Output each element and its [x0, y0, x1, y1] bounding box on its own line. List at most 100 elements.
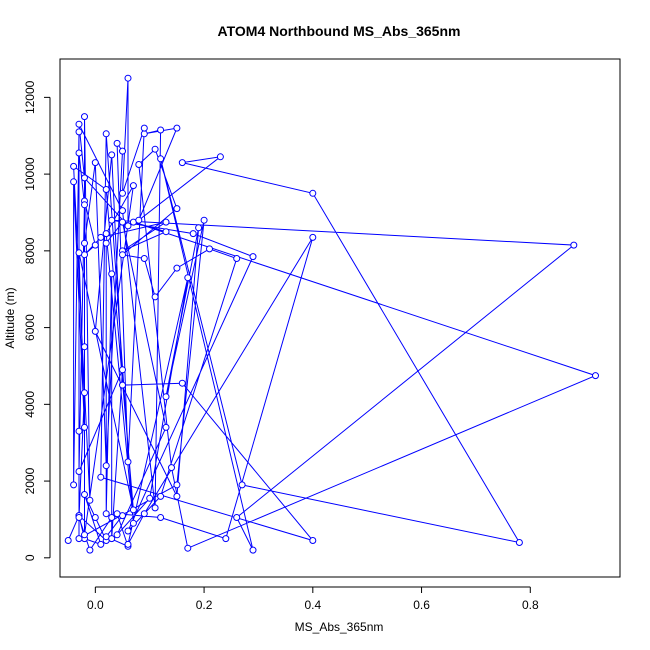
x-axis: 0.0 0.2 0.4 0.6 0.8: [87, 586, 539, 612]
data-point: [157, 155, 165, 163]
data-point: [157, 492, 165, 500]
data-point: [91, 514, 99, 521]
data-point: [75, 514, 83, 521]
data-point: [135, 161, 143, 168]
data-point: [129, 506, 137, 514]
data-point: [151, 293, 159, 301]
data-point: [135, 216, 143, 224]
data-point: [81, 491, 88, 498]
y-tick-label: 10000: [23, 157, 37, 191]
data-point: [97, 473, 105, 481]
data-point: [140, 124, 148, 132]
data-point: [81, 113, 88, 121]
data-point: [75, 427, 83, 435]
data-point: [129, 182, 137, 190]
data-point: [238, 481, 246, 489]
data-point: [124, 540, 132, 548]
y-tick-label: 0: [23, 554, 37, 561]
data-point: [75, 120, 83, 128]
data-point: [102, 230, 110, 238]
y-tick-label: 6000: [23, 314, 37, 341]
data-point: [108, 216, 116, 224]
data-point: [178, 379, 186, 387]
x-axis-label: MS_Abs_365nm: [295, 620, 384, 634]
data-point: [146, 494, 154, 502]
data-point: [189, 230, 197, 238]
data-point: [75, 149, 83, 157]
data-point: [102, 186, 110, 193]
data-point: [119, 251, 126, 259]
data-point: [119, 207, 126, 215]
data-point: [162, 423, 170, 431]
data-point: [124, 527, 132, 535]
data-point: [75, 468, 83, 475]
data-point: [140, 130, 148, 138]
data-point: [162, 393, 170, 401]
data-point: [124, 222, 132, 230]
data-point: [168, 464, 175, 472]
data-point: [124, 74, 132, 82]
data-point: [108, 151, 116, 159]
data-point: [309, 189, 317, 197]
data-point: [309, 233, 317, 241]
data-point: [75, 128, 83, 136]
data-point: [64, 537, 72, 544]
data-point: [570, 241, 578, 249]
data-point: [119, 147, 126, 155]
y-tick-label: 4000: [23, 391, 37, 418]
data-point: [151, 504, 159, 512]
data-point: [108, 535, 116, 543]
data-point: [173, 492, 181, 500]
data-point: [592, 372, 599, 380]
data-point: [108, 514, 116, 521]
chart-title: ATOM4 Northbound MS_Abs_365nm: [218, 23, 461, 39]
data-point: [97, 540, 105, 548]
data-point: [86, 496, 94, 504]
data-point: [216, 153, 224, 161]
data-point: [157, 514, 165, 521]
data-point: [162, 218, 170, 226]
data-point: [178, 159, 186, 167]
y-tick-label: 8000: [23, 237, 37, 264]
data-point: [102, 239, 110, 247]
data-point: [140, 255, 148, 262]
data-point: [162, 228, 170, 236]
data-point: [81, 239, 88, 247]
data-point: [75, 535, 83, 543]
data-point: [70, 162, 78, 170]
y-tick-label: 2000: [23, 467, 37, 494]
x-tick-label: 0.0: [87, 598, 104, 612]
data-point: [81, 531, 88, 539]
data-point: [81, 423, 88, 431]
data-point: [222, 535, 230, 543]
data-point: [81, 343, 88, 351]
data-point: [184, 544, 192, 552]
data-point: [113, 531, 121, 539]
data-point: [91, 241, 99, 249]
data-point: [102, 510, 110, 518]
data-point: [86, 546, 94, 554]
y-axis: 0 2000 4000 6000 8000 10000 12000: [23, 80, 51, 561]
data-point: [140, 510, 148, 518]
x-tick-label: 0.8: [522, 598, 539, 612]
data-point: [70, 481, 78, 489]
data-point: [102, 462, 110, 470]
data-point: [233, 514, 241, 521]
data-point: [233, 255, 241, 262]
data-point: [173, 264, 181, 272]
data-point: [75, 249, 83, 257]
data-point: [206, 245, 213, 253]
data-point: [124, 458, 132, 466]
data-point: [129, 519, 137, 527]
data-point: [249, 546, 257, 554]
data-point: [309, 537, 317, 544]
data-point: [119, 381, 126, 389]
data-point: [108, 270, 116, 278]
data-point: [102, 130, 110, 138]
x-tick-label: 0.6: [413, 598, 430, 612]
data-point: [515, 539, 523, 546]
data-point: [119, 189, 126, 197]
data-point: [200, 216, 208, 224]
data-point: [119, 366, 126, 374]
